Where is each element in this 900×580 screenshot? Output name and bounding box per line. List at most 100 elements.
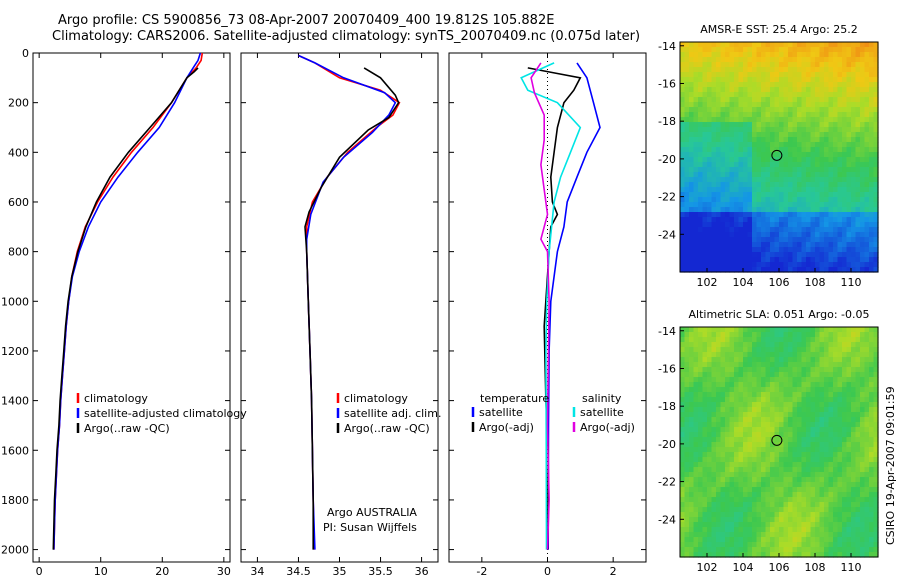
sla-map-cell [815,397,821,403]
sst-map-cell [774,242,780,248]
sla-map-cell [734,347,740,353]
sst-map-cell [743,77,749,83]
sst-map-cell [765,222,771,228]
sst-map-cell [833,247,839,253]
sla-map-cell [716,372,722,378]
sla-map-cell [770,417,776,423]
sla-map-cell [783,482,789,488]
sst-map-cell [806,222,812,228]
sst-map-cell [846,137,852,143]
sla-map-cell [702,462,708,468]
sla-map-cell [752,457,758,463]
sla-map-cell [864,452,870,458]
sst-map-cell [779,257,785,263]
sla-map-cell [752,497,758,503]
temperature-ytick-label: 1600 [1,444,29,457]
sla-map-cell [716,502,722,508]
sst-map-cell [702,107,708,113]
sst-map-cell [815,137,821,143]
sla-map-cell [738,447,744,453]
sst-map-cell [801,252,807,258]
sst-map-cell [680,192,686,198]
sst-map-cell [846,107,852,113]
sla-map-cell [864,392,870,398]
sla-map-cell [873,387,879,393]
sla-map-cell [873,527,879,533]
sst-map-cell [770,212,776,218]
sst-map-cell [855,212,861,218]
sst-map-cell [752,77,758,83]
sst-map-cell [711,232,717,238]
sst-map-cell [747,112,753,118]
sst-map-cell [693,157,699,163]
sst-map-cell [680,102,686,108]
sst-map-cell [725,52,731,58]
sst-map-cell [738,237,744,243]
sst-map-cell [680,267,686,273]
sla-map-cell [693,347,699,353]
sst-map-cell [738,57,744,63]
sla-map-cell [702,352,708,358]
sla-map-cell [797,407,803,413]
sst-map-cell [738,102,744,108]
sla-map-cell [680,377,686,383]
sla-map-cell [702,372,708,378]
sst-map-cell [824,147,830,153]
sla-map-cell [810,447,816,453]
sst-map-cell [810,257,816,263]
sla-map-cell [765,442,771,448]
sla-map-cell [734,522,740,528]
sst-map-cell [734,227,740,233]
sla-map-cell [738,462,744,468]
sla-map-cell [716,402,722,408]
sst-map-cell [864,112,870,118]
sla-map-cell [774,412,780,418]
sst-map-cell [869,57,875,63]
sst-map-cell [720,182,726,188]
sst-map-cell [846,77,852,83]
sst-map-cell [774,112,780,118]
sst-map-cell [770,117,776,123]
sla-map-cell [765,532,771,538]
sst-map-cell [774,172,780,178]
sst-map-cell [729,122,735,128]
sst-map-cell [806,67,812,73]
sla-map-cell [770,487,776,493]
sla-map-cell [752,452,758,458]
sst-map-cell [743,157,749,163]
sst-map-cell [810,197,816,203]
sla-map-cell [819,327,825,333]
sst-map-cell [761,192,767,198]
sla-map-cell [711,422,717,428]
sst-map-cell [828,217,834,223]
sst-map-cell [797,252,803,258]
sla-map-cell [819,527,825,533]
sst-map-cell [680,122,686,128]
sla-map-cell [788,502,794,508]
sla-map-cell [743,522,749,528]
sla-map-cell [738,357,744,363]
sla-map-cell [680,552,686,558]
sla-map-cell [846,442,852,448]
sla-map-cell [711,512,717,518]
sla-map-cell [837,412,843,418]
sst-map-cell [792,102,798,108]
sla-map-cell [864,332,870,338]
sla-map-cell [720,447,726,453]
sst-map-cell [689,122,695,128]
sla-map-cell [851,327,857,333]
sla-map-cell [842,507,848,513]
sla-map-cell [779,392,785,398]
sla-map-cell [810,497,816,503]
sla-map-cell [869,462,875,468]
sst-map-cell [725,152,731,158]
sla-map-cell [756,522,762,528]
sla-map-cell [684,547,690,553]
sst-map-cell [711,227,717,233]
sst-map-cell [725,217,731,223]
sst-map-cell [828,77,834,83]
sst-map-cell [819,202,825,208]
sst-map-cell [761,267,767,273]
sla-map-cell [788,517,794,523]
sst-map-cell [824,47,830,53]
